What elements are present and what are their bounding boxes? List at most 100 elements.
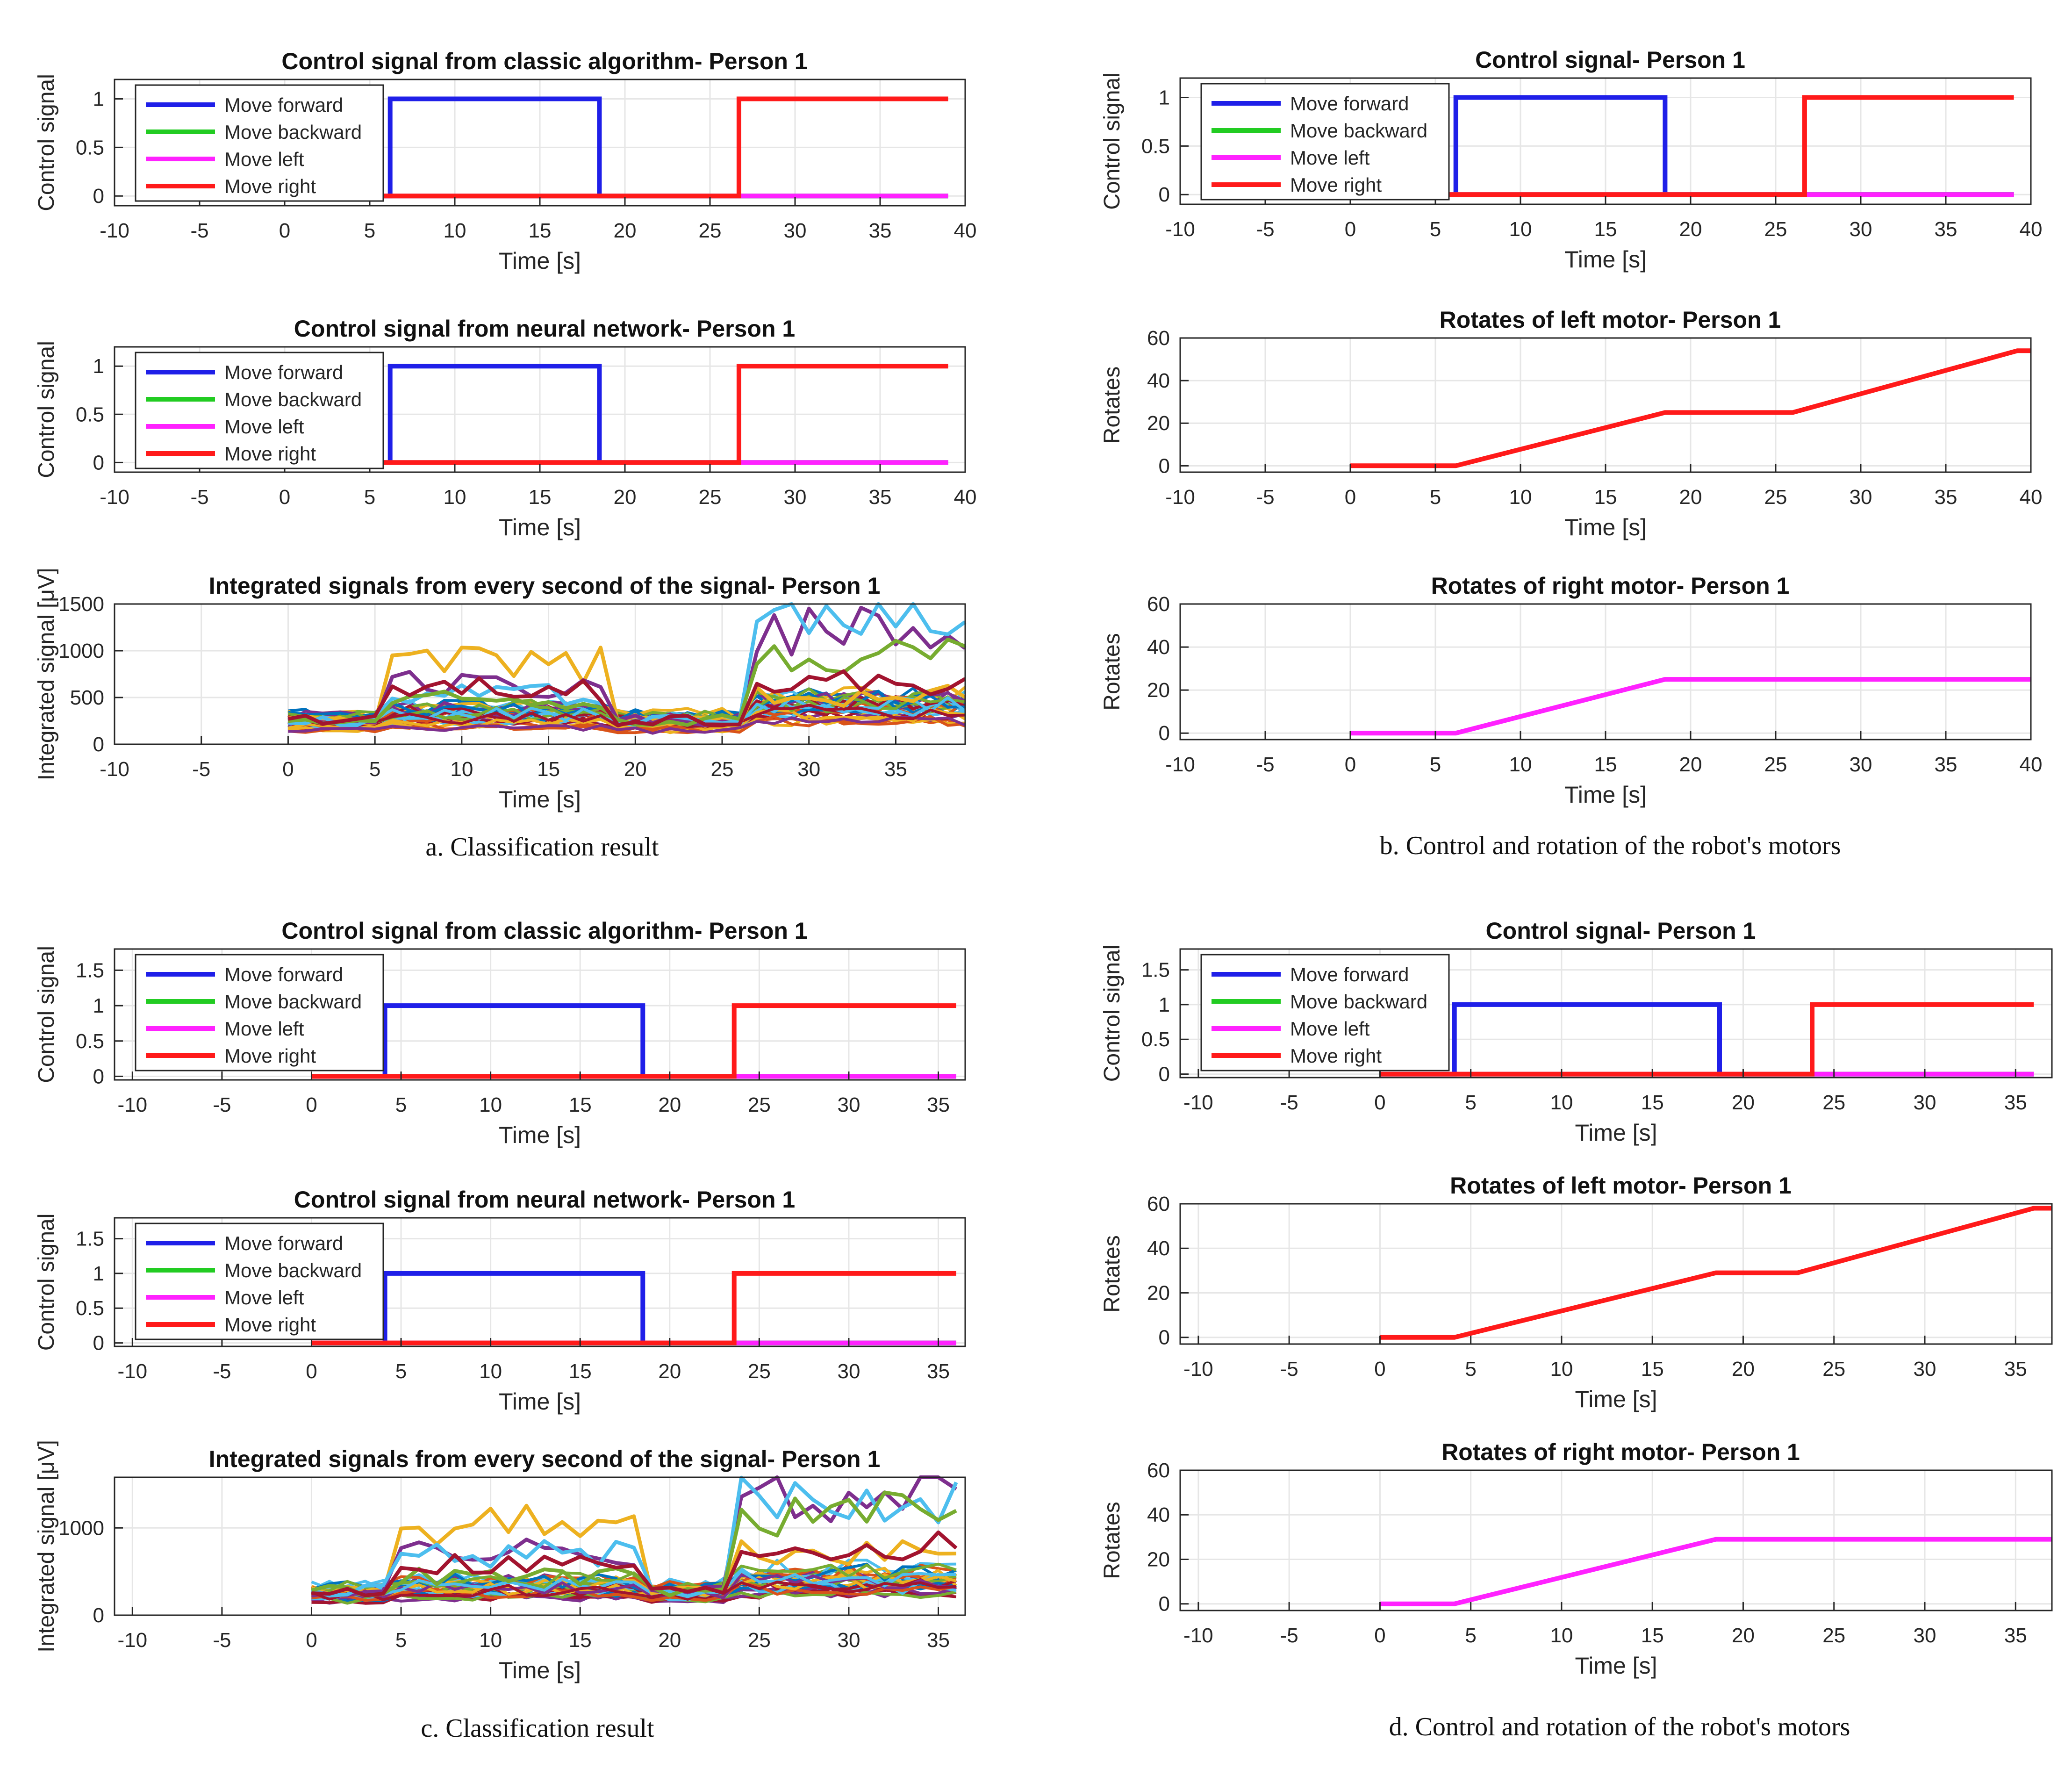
- series-line-move-right: [311, 1271, 956, 1345]
- axes-box: [1179, 948, 2053, 1079]
- y-tick-label: 1: [1159, 86, 1170, 109]
- x-tick-label: -10: [1165, 218, 1195, 241]
- legend-label: Move forward: [224, 94, 343, 116]
- x-tick-label: -5: [213, 1093, 231, 1116]
- y-tick-label: 40: [1147, 1237, 1170, 1260]
- x-tick-label: 30: [797, 758, 820, 781]
- chart-d-10: -10 -5 0 5 10 15 20 25 30 35 0 20 40 60 Rotates of lef…: [1100, 1172, 2053, 1412]
- y-tick-label: 1: [93, 994, 104, 1017]
- legend-label: Move right: [224, 1314, 316, 1336]
- y-axis-label: Integrated signal [μV]: [34, 568, 59, 781]
- x-axis-label: Time [s]: [1564, 246, 1647, 273]
- x-tick-label: 0: [306, 1093, 317, 1116]
- x-tick-label: 20: [1679, 753, 1702, 776]
- x-tick-label: 40: [2020, 218, 2043, 241]
- legend-label: Move left: [224, 1018, 304, 1040]
- y-tick-label: 0: [93, 185, 104, 208]
- legend-label: Move backward: [1290, 991, 1427, 1013]
- y-axis-label: Rotates: [1100, 633, 1125, 710]
- series-line-motor: [1380, 1206, 2052, 1340]
- legend: Move forward Move backward Move left Move r…: [1200, 83, 1450, 201]
- channel-line: [311, 1530, 958, 1597]
- y-axis-label: Rotates: [1100, 367, 1125, 444]
- x-tick-label: 5: [1430, 486, 1441, 509]
- x-axis-label: Time [s]: [1575, 1120, 1657, 1146]
- chart-title: Control signal- Person 1: [1475, 47, 1745, 73]
- x-tick-label: 0: [306, 1629, 317, 1652]
- x-axis-label: Time [s]: [1575, 1386, 1657, 1412]
- x-tick-label: -10: [118, 1093, 148, 1116]
- x-tick-label: 40: [2020, 753, 2043, 776]
- x-tick-label: 30: [784, 219, 807, 242]
- x-tick-label: -5: [213, 1629, 231, 1652]
- x-tick-label: 0: [1374, 1091, 1385, 1114]
- x-tick-label: 20: [614, 219, 637, 242]
- x-tick-label: -5: [1280, 1624, 1298, 1647]
- y-axis-label: Control signal: [34, 1214, 59, 1351]
- x-tick-label: 35: [869, 219, 892, 242]
- x-tick-label: 30: [837, 1629, 860, 1652]
- chart-b-4: -10 -5 0 5 10 15 20 25 30 35 40 0 20 40 60 Rotates of l…: [1100, 307, 2042, 540]
- x-tick-label: -5: [190, 486, 208, 509]
- x-tick-label: 10: [1550, 1624, 1573, 1647]
- x-tick-label: 40: [2020, 486, 2043, 509]
- x-tick-label: 10: [444, 219, 466, 242]
- x-tick-label: 15: [1641, 1624, 1664, 1647]
- x-axis-label: Time [s]: [499, 248, 581, 274]
- x-tick-label: 20: [658, 1093, 681, 1116]
- channel-line: [287, 708, 966, 732]
- channel-line: [311, 1562, 957, 1595]
- x-tick-label: 5: [1430, 218, 1441, 241]
- axes-box: [114, 603, 966, 745]
- x-tick-label: 30: [1850, 486, 1872, 509]
- y-tick-label: 1.5: [76, 1228, 104, 1251]
- x-tick-label: 30: [837, 1360, 860, 1383]
- y-tick-label: 1: [1159, 993, 1170, 1016]
- x-tick-label: 40: [954, 486, 977, 509]
- x-tick-label: 30: [837, 1093, 860, 1116]
- axes-box: [1179, 1203, 2053, 1345]
- x-axis-label: Time [s]: [499, 1122, 581, 1148]
- chart-title: Control signal from classic algorithm- P…: [281, 918, 807, 944]
- caption-b: b. Control and rotation of the robot's m…: [1380, 831, 1841, 860]
- y-tick-label: 20: [1147, 1281, 1170, 1304]
- y-tick-label: 40: [1147, 636, 1170, 659]
- series-line-move-right: [285, 364, 948, 465]
- x-tick-label: -5: [1280, 1358, 1298, 1381]
- y-tick-label: 60: [1147, 327, 1170, 350]
- legend: Move forward Move backward Move left Move r…: [135, 84, 384, 202]
- x-tick-label: -10: [1183, 1624, 1213, 1647]
- y-tick-label: 60: [1147, 1459, 1170, 1482]
- x-tick-label: 25: [699, 486, 722, 509]
- x-tick-label: -5: [1256, 486, 1274, 509]
- x-tick-label: 15: [529, 486, 552, 509]
- x-tick-label: 15: [537, 758, 560, 781]
- series-line-move-right: [1380, 1002, 2034, 1077]
- x-tick-label: 10: [479, 1093, 502, 1116]
- series-line-motor: [1380, 1537, 2052, 1606]
- x-tick-label: 35: [927, 1360, 950, 1383]
- legend-label: Move backward: [224, 388, 362, 410]
- x-tick-label: 5: [1465, 1358, 1476, 1381]
- legend-label: Move left: [224, 1287, 304, 1309]
- y-tick-label: 1: [93, 88, 104, 111]
- y-tick-label: 0: [93, 1065, 104, 1088]
- chart-title: Integrated signals from every second of …: [209, 573, 881, 599]
- x-axis-label: Time [s]: [1564, 514, 1647, 540]
- y-tick-label: 1000: [58, 1517, 104, 1539]
- x-tick-label: 35: [2004, 1091, 2027, 1114]
- x-tick-label: -10: [1165, 486, 1195, 509]
- x-tick-label: 35: [2004, 1624, 2027, 1647]
- x-tick-label: 20: [658, 1629, 681, 1652]
- x-tick-label: 35: [1935, 753, 1957, 776]
- x-tick-label: -10: [1165, 753, 1195, 776]
- legend-label: Move forward: [224, 964, 343, 985]
- channel-line: [311, 1503, 956, 1596]
- axes-box: [114, 1217, 966, 1347]
- x-tick-label: 0: [1374, 1624, 1385, 1647]
- x-tick-label: 40: [954, 219, 977, 242]
- y-tick-label: 1: [93, 1262, 104, 1285]
- x-tick-label: 35: [1935, 486, 1957, 509]
- channel-line: [288, 715, 966, 735]
